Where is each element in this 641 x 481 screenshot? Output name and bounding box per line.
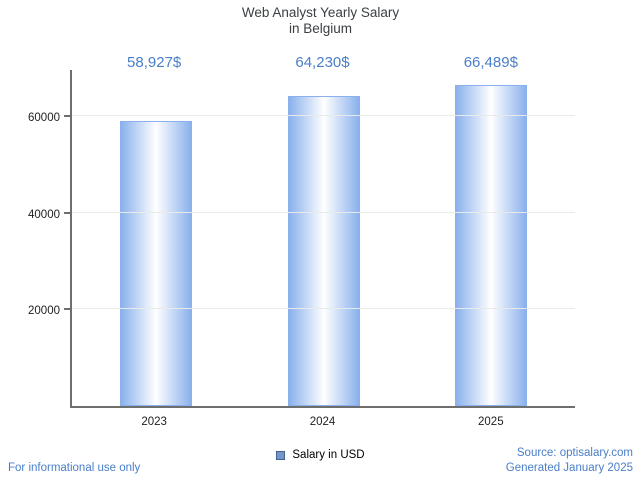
- bar-2023: [119, 121, 192, 406]
- bar-2024: [287, 95, 360, 406]
- chart-title: Web Analyst Yearly Salary in Belgium: [0, 5, 641, 37]
- bar-slot: [240, 70, 408, 406]
- y-tick-label: 60000: [28, 112, 60, 125]
- y-axis-labels: 20000 40000 60000: [0, 70, 60, 408]
- y-tick-label: 20000: [28, 305, 60, 318]
- bar-value-label: 66,489$: [463, 54, 518, 71]
- x-tick-label: 2025: [478, 416, 504, 428]
- y-tick-mark: [64, 211, 70, 214]
- gridline: [72, 211, 575, 213]
- bar-value-label: 64,230$: [295, 54, 350, 71]
- footer-disclaimer: For informational use only: [8, 462, 141, 474]
- gridline: [72, 115, 575, 117]
- y-tick-mark: [64, 115, 70, 118]
- gridline: [72, 308, 575, 310]
- footer-source-block: Source: optisalary.com Generated January…: [506, 446, 633, 476]
- bar-slot: [407, 70, 575, 406]
- bars-row: [72, 70, 575, 406]
- x-labels-row: 2023 2024 2025: [70, 416, 575, 428]
- bar-value-label: 58,927$: [127, 54, 182, 71]
- bar-2025: [455, 84, 528, 406]
- legend-marker-square-icon: [276, 450, 286, 460]
- chart-title-line1: Web Analyst Yearly Salary: [241, 5, 400, 20]
- y-tick-mark: [64, 308, 70, 311]
- bar-slot: [72, 70, 240, 406]
- footer-generated: Generated January 2025: [505, 462, 633, 474]
- x-tick-label: 2024: [309, 416, 336, 428]
- plot-area: [64, 70, 575, 408]
- legend-label: Salary in USD: [292, 449, 365, 461]
- y-tick-label: 40000: [28, 208, 60, 221]
- chart-title-line2: in Belgium: [288, 21, 353, 36]
- footer-source: Source: optisalary.com: [516, 447, 633, 459]
- legend: Salary in USD: [0, 449, 641, 461]
- value-labels-row: 58,927$ 64,230$ 66,489$: [70, 54, 575, 71]
- x-tick-label: 2023: [141, 416, 167, 428]
